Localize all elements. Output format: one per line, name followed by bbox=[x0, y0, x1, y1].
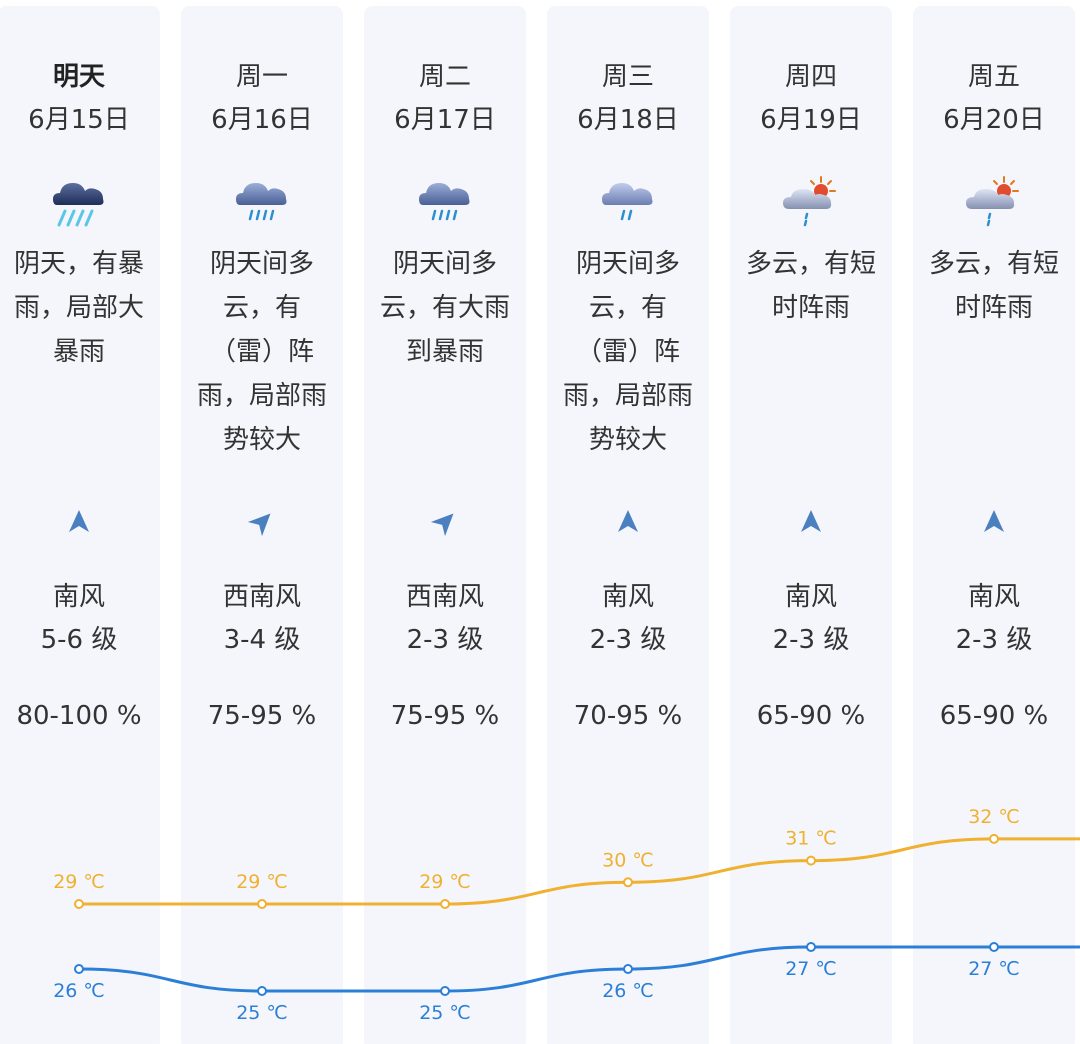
day-label: 周四 bbox=[784, 62, 837, 92]
point-low-1 bbox=[257, 986, 267, 996]
date-label: 6月18日 bbox=[577, 105, 679, 135]
wind-direction: 西南风 bbox=[222, 582, 301, 612]
wind-direction: 南风 bbox=[52, 582, 105, 612]
wind-arrow-northeast-icon bbox=[247, 513, 271, 537]
day-label: 明天 bbox=[52, 62, 105, 92]
series-line-high bbox=[79, 837, 1080, 906]
label-high-0: 29 ℃ bbox=[53, 871, 105, 893]
wind-level: 2-3 级 bbox=[589, 625, 667, 655]
wind-arrow-northeast-icon bbox=[430, 513, 454, 537]
point-low-3 bbox=[623, 964, 633, 974]
wind-direction: 西南风 bbox=[405, 582, 484, 612]
label-low-3: 26 ℃ bbox=[602, 980, 654, 1002]
wind-direction: 南风 bbox=[784, 582, 837, 612]
wind-level: 2-3 级 bbox=[406, 625, 484, 655]
weather-description: 多云，有短 时阵雨 bbox=[928, 249, 1059, 323]
weather-description: 多云，有短 时阵雨 bbox=[745, 249, 876, 323]
label-high-3: 30 ℃ bbox=[602, 849, 654, 871]
humidity: 65-90 % bbox=[756, 701, 866, 731]
day-label: 周一 bbox=[235, 62, 288, 92]
humidity: 65-90 % bbox=[939, 701, 1049, 731]
day-label: 周五 bbox=[967, 62, 1020, 92]
wind-level: 3-4 级 bbox=[223, 625, 301, 655]
point-high-4 bbox=[806, 855, 816, 866]
point-low-0 bbox=[74, 964, 84, 974]
label-low-1: 25 ℃ bbox=[236, 1002, 288, 1024]
day-card-4[interactable]: 周四 6月19日 多云，有短 时阵雨 bbox=[730, 6, 892, 1044]
label-low-5: 27 ℃ bbox=[968, 958, 1020, 980]
sun-shower-icon bbox=[783, 176, 836, 227]
humidity: 70-95 % bbox=[573, 701, 683, 731]
wind-level: 5-6 级 bbox=[40, 625, 118, 655]
weather-description: 阴天间多 云，有大雨 到暴雨 bbox=[379, 249, 510, 367]
label-high-1: 29 ℃ bbox=[236, 871, 288, 893]
label-high-2: 29 ℃ bbox=[419, 871, 471, 893]
wind-arrow-north-icon bbox=[801, 510, 821, 532]
series-line-low bbox=[78, 945, 1080, 993]
rain-icon bbox=[419, 183, 470, 221]
date-label: 6月20日 bbox=[943, 105, 1045, 135]
wind-level: 2-3 级 bbox=[772, 625, 850, 655]
point-high-3 bbox=[623, 877, 633, 888]
label-low-2: 25 ℃ bbox=[419, 1002, 471, 1024]
point-high-1 bbox=[257, 899, 267, 909]
rain-icon bbox=[236, 183, 287, 221]
point-low-5 bbox=[989, 942, 999, 952]
humidity: 75-95 % bbox=[207, 701, 317, 731]
humidity: 75-95 % bbox=[390, 701, 500, 731]
day-card-1[interactable]: 周一 6月16日 阴天间多 云，有 （雷）阵 雨，局部雨 势较大 西南风 3-4 级 7… bbox=[181, 6, 343, 1044]
point-low-4 bbox=[806, 942, 816, 952]
wind-level: 2-3 级 bbox=[955, 625, 1033, 655]
day-label: 周二 bbox=[418, 62, 471, 92]
date-label: 6月16日 bbox=[211, 105, 313, 135]
label-high-5: 32 ℃ bbox=[968, 806, 1020, 828]
day-card-2[interactable]: 周二 6月17日 阴天间多 云，有大雨 到暴雨 西南风 2-3 级 75-95 % bbox=[364, 6, 526, 1044]
wind-arrow-north-icon bbox=[618, 510, 638, 532]
point-high-2 bbox=[440, 899, 450, 909]
point-high-5 bbox=[989, 833, 999, 844]
day-card-5[interactable]: 周五 6月20日 多云，有短 时阵雨 bbox=[913, 6, 1075, 1044]
point-low-2 bbox=[440, 986, 450, 996]
label-high-4: 31 ℃ bbox=[785, 828, 837, 850]
weather-description: 阴天间多 云，有 （雷）阵 雨，局部雨 势较大 bbox=[196, 249, 327, 455]
date-label: 6月17日 bbox=[394, 105, 496, 135]
wind-direction: 南风 bbox=[601, 582, 654, 612]
heavy-rain-icon bbox=[53, 183, 104, 227]
weather-description: 阴天间多 云，有 （雷）阵 雨，局部雨 势较大 bbox=[562, 249, 693, 455]
label-low-0: 26 ℃ bbox=[53, 980, 105, 1002]
wind-arrow-north-icon bbox=[984, 510, 1004, 532]
day-label: 周三 bbox=[601, 62, 654, 92]
weather-description: 阴天，有暴 雨，局部大 暴雨 bbox=[13, 249, 144, 367]
humidity: 80-100 % bbox=[16, 701, 142, 731]
wind-direction: 南风 bbox=[967, 582, 1020, 612]
date-label: 6月19日 bbox=[760, 105, 862, 135]
sun-shower-icon bbox=[966, 176, 1019, 227]
wind-arrow-north-icon bbox=[69, 510, 89, 532]
light-rain-icon bbox=[602, 183, 653, 221]
point-high-0 bbox=[74, 899, 84, 909]
day-card-3[interactable]: 周三 6月18日 阴天间多 云，有 （雷）阵 雨，局部雨 势较大 南风 2-3 级 70… bbox=[547, 6, 709, 1044]
date-label: 6月15日 bbox=[28, 105, 130, 135]
day-card-0[interactable]: 明天 6月15日 阴天，有暴 雨，局部大 暴雨 南风 5-6 级 80-100 % bbox=[0, 6, 160, 1044]
label-low-4: 27 ℃ bbox=[785, 958, 837, 980]
